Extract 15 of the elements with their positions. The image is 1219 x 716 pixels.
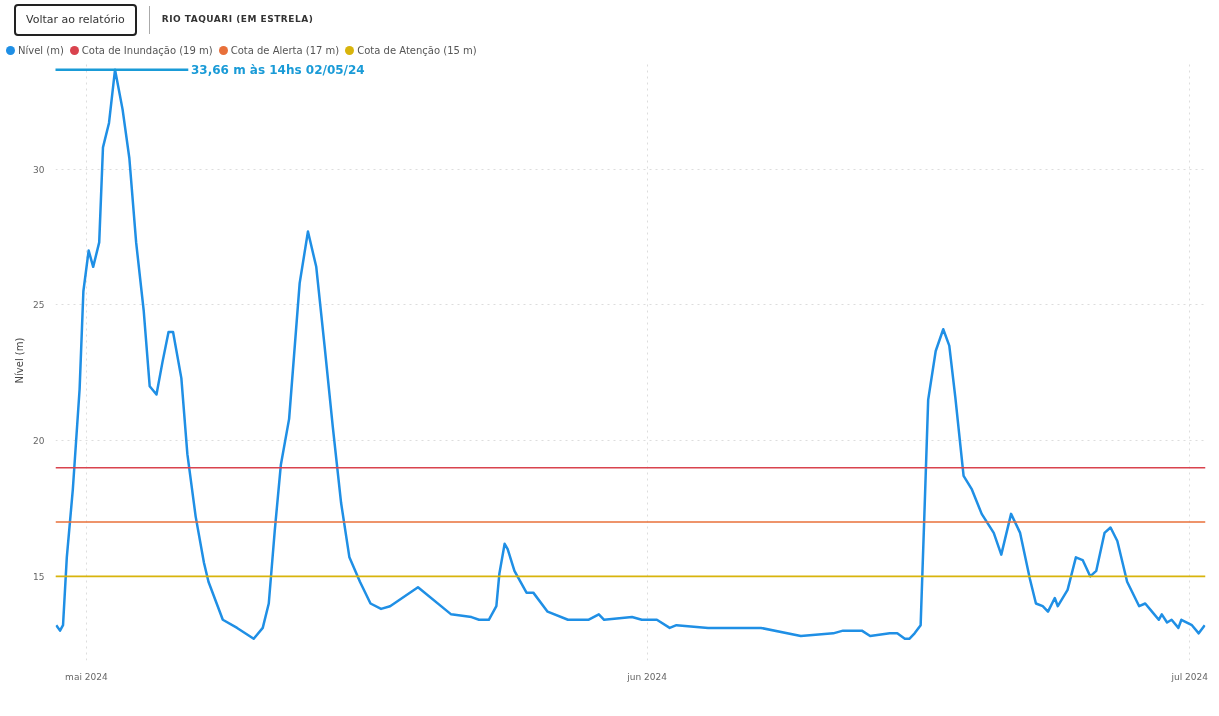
y-tick-label: 25 xyxy=(33,300,45,311)
text: Voltar ao relatório xyxy=(14,4,137,36)
y-tick-label: 20 xyxy=(33,436,45,447)
legend-label: Cota de Inundação (19 m) xyxy=(80,45,213,56)
y-tick-label: 30 xyxy=(33,164,45,175)
legend-label: Cota de Atenção (15 m) xyxy=(356,45,477,56)
x-tick-label: jul 2024 xyxy=(1170,671,1209,682)
x-tick-label: mai 2024 xyxy=(65,671,108,682)
y-axis-title: Nível (m) xyxy=(14,337,26,384)
chart-title: RIO TAQUARI (EM ESTRELA) xyxy=(161,13,314,27)
annotation: 33,66 m às 14hs 02/05/24 xyxy=(191,62,365,77)
legend-label: Cota de Alerta (17 m) xyxy=(229,45,340,56)
y-tick-label: 15 xyxy=(33,571,45,582)
x-tick-label: jun 2024 xyxy=(626,671,668,682)
legend-label: Nível (m) xyxy=(17,45,64,56)
